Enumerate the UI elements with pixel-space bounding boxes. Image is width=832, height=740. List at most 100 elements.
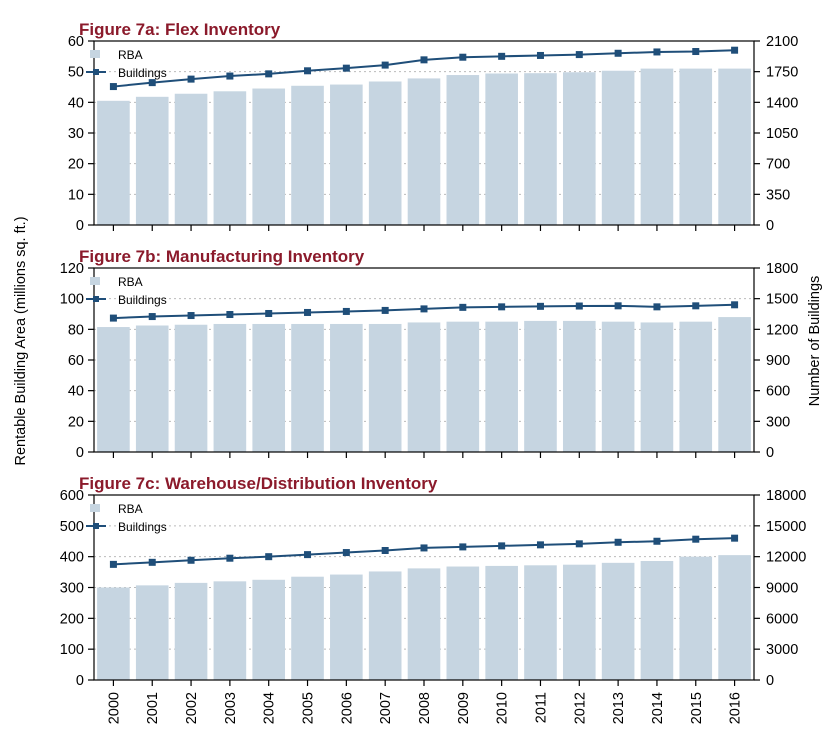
buildings-marker-2000 [109, 83, 117, 91]
buildings-marker-2000 [109, 560, 117, 568]
rba-bar-2002 [174, 324, 208, 452]
rba-bar-2006 [330, 323, 363, 452]
y-left-tick-label: 60 [68, 34, 84, 50]
rba-bar-2003 [213, 323, 247, 452]
y-right-tick-label: 600 [766, 384, 790, 400]
legend-swatch-rba [90, 504, 100, 512]
y-right-tick-label: 1800 [766, 261, 798, 277]
rba-bar-2012 [562, 320, 596, 452]
legend-swatch-rba [90, 50, 100, 58]
y-left-tick-label: 40 [68, 384, 84, 400]
x-tick-label-2013: 2013 [611, 692, 627, 724]
rba-bar-2006 [330, 84, 363, 226]
buildings-marker-2002 [187, 556, 195, 564]
rba-bar-2001 [135, 96, 169, 226]
x-tick-label-2016: 2016 [728, 692, 744, 724]
y-left-tick-label: 0 [76, 673, 84, 689]
rba-bar-2005 [291, 323, 324, 452]
buildings-marker-2001 [148, 313, 156, 321]
x-tick-label-2011: 2011 [533, 692, 549, 723]
x-axis-tick-labels: 2000 2001 2002 2003 2004 2005 2006 2007 2008 2009… [106, 692, 743, 724]
rba-bar-2009 [446, 75, 480, 225]
y-right-tick-label: 18000 [766, 488, 806, 504]
buildings-marker-2012 [575, 302, 583, 310]
y-axis-left-title: Rentable Building Area (millions sq. ft.… [13, 216, 29, 465]
y-left-tick-label: 300 [60, 581, 84, 597]
buildings-marker-2007 [381, 61, 389, 69]
buildings-marker-2001 [148, 558, 156, 566]
rba-bar-2014 [640, 322, 674, 452]
buildings-marker-2010 [498, 52, 506, 60]
legend-label-buildings: Buildings [118, 66, 167, 80]
y-left-tick-label: 100 [60, 292, 84, 308]
legend-swatch-marker [93, 296, 99, 302]
panel-title: Figure 7a: Flex Inventory [79, 20, 281, 39]
buildings-marker-2007 [381, 547, 389, 554]
rba-bar-2010 [485, 321, 518, 452]
rba-bar-2013 [601, 70, 635, 225]
y-right-tick-label: 1750 [766, 65, 798, 81]
buildings-marker-2016 [731, 534, 739, 542]
y-left-tick-label: 600 [60, 488, 84, 504]
legend: RBA Buildings [86, 275, 167, 307]
rba-bar-2016 [718, 317, 751, 452]
y-left-tick-label: 40 [68, 95, 84, 111]
rba-bar-2008 [407, 568, 441, 680]
rba-bar-2012 [562, 564, 596, 680]
buildings-marker-2006 [342, 64, 350, 72]
panel-title: Figure 7b: Manufacturing Inventory [79, 247, 365, 266]
y-right-tick-label: 1200 [766, 322, 798, 338]
buildings-marker-2003 [226, 72, 234, 80]
rba-bar-2001 [135, 325, 169, 452]
rba-bar-2014 [640, 560, 674, 680]
buildings-marker-2000 [109, 314, 117, 322]
rba-bar-2007 [368, 81, 402, 225]
rba-bar-2000 [97, 100, 130, 225]
y-left-tick-label: 60 [68, 353, 84, 369]
rba-bar-2004 [252, 323, 286, 452]
buildings-marker-2013 [614, 302, 622, 310]
rba-bar-2011 [524, 320, 557, 452]
buildings-marker-2005 [304, 67, 312, 75]
y-right-tick-label: 0 [766, 445, 774, 461]
x-tick-label-2012: 2012 [572, 692, 588, 724]
y-left-tick-label: 50 [68, 65, 84, 81]
x-tick-label-2004: 2004 [262, 692, 278, 724]
rba-bar-2006 [330, 574, 363, 680]
y-left-tick-label: 0 [76, 218, 84, 234]
y-right-tick-label: 350 [766, 187, 790, 203]
buildings-marker-2012 [575, 540, 583, 548]
buildings-marker-2013 [614, 538, 622, 546]
rba-bar-2014 [640, 68, 674, 225]
x-tick-label-2005: 2005 [301, 692, 317, 724]
chart-panel-2: 0204060801001200300600900120015001800Fig… [60, 247, 798, 461]
rba-bar-2009 [446, 566, 480, 680]
rba-bar-2003 [213, 91, 247, 225]
legend: RBA Buildings [86, 48, 167, 80]
y-left-tick-label: 120 [60, 261, 84, 277]
buildings-marker-2008 [420, 544, 428, 552]
rba-bar-2011 [524, 73, 557, 225]
y-left-tick-label: 20 [68, 414, 84, 430]
rba-bar-2003 [213, 581, 247, 680]
y-left-tick-label: 20 [68, 157, 84, 173]
legend-label-rba: RBA [118, 502, 143, 516]
rba-bar-2002 [174, 582, 208, 680]
buildings-marker-2011 [536, 302, 544, 310]
x-tick-label-2009: 2009 [456, 692, 472, 724]
y-left-tick-label: 500 [60, 519, 84, 535]
legend-label-rba: RBA [118, 275, 143, 289]
buildings-marker-2006 [342, 307, 350, 315]
rba-bar-2015 [679, 68, 713, 225]
buildings-marker-2014 [653, 48, 661, 56]
y-left-tick-label: 0 [76, 445, 84, 461]
legend-swatch-marker [93, 523, 99, 529]
buildings-marker-2002 [187, 312, 195, 320]
y-right-tick-label: 300 [766, 414, 790, 430]
x-tick-label-2014: 2014 [650, 692, 666, 724]
legend: RBA Buildings [86, 502, 167, 534]
legend-label-buildings: Buildings [118, 293, 167, 307]
buildings-marker-2004 [265, 309, 273, 317]
y-right-tick-label: 1400 [766, 95, 798, 111]
